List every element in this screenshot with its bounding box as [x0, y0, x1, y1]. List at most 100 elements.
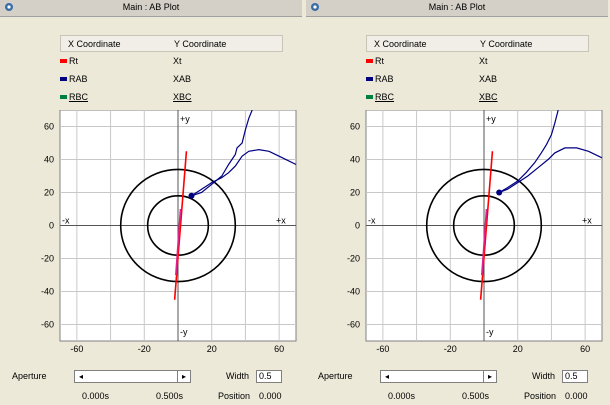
x-tick-label: -60: [376, 344, 389, 354]
y-tick-label: 40: [350, 155, 360, 165]
neg-x-label: -x: [62, 216, 70, 226]
rab-trace: [498, 110, 559, 194]
aperture-slider[interactable]: ◂ ▸: [380, 370, 497, 383]
aperture-label: Aperture: [12, 371, 47, 381]
legend-x-name: Rt: [69, 56, 78, 66]
pos-y-label: +y: [180, 114, 190, 124]
y-tick-label: 60: [350, 122, 360, 132]
x-tick-label: 60: [580, 344, 590, 354]
rbc-trace: [498, 147, 603, 194]
width-label: Width: [532, 371, 556, 381]
time-mid-label: 0.500s: [156, 391, 184, 401]
y-tick-label: 0: [49, 221, 54, 231]
width-label: Width: [226, 371, 250, 381]
width-input[interactable]: 0.5: [562, 370, 588, 383]
title-bar: Main : AB Plot: [0, 0, 302, 17]
position-value: 0.000: [259, 391, 282, 401]
aperture-controls: Aperture ◂ ▸ Width 0.5 0.000s 0.500s Pos…: [0, 366, 302, 405]
rt-trace-overlap: [175, 208, 182, 276]
y-tick-label: -40: [347, 287, 360, 297]
legend-header: X Coordinate Y Coordinate: [60, 35, 283, 52]
legend-row-rbc[interactable]: RBC XBC: [60, 90, 283, 104]
legend-x-name: RBC: [375, 92, 395, 102]
aperture-controls: Aperture ◂ ▸ Width 0.5 0.000s 0.500s Pos…: [306, 366, 608, 405]
legend-x-name: RAB: [375, 74, 394, 84]
legend-x-name: RAB: [69, 74, 88, 84]
y-tick-label: 20: [350, 188, 360, 198]
legend-y-name: XAB: [173, 74, 192, 84]
y-tick-label: -40: [41, 287, 54, 297]
pos-x-label: +x: [276, 216, 286, 226]
rab-trace: [191, 110, 253, 197]
legend-y-name: XBC: [479, 92, 498, 102]
y-tick-label: -60: [41, 320, 54, 330]
y-tick-label: -20: [347, 254, 360, 264]
position-value: 0.000: [565, 391, 588, 401]
slider-right-arrow-icon[interactable]: ▸: [483, 371, 496, 382]
y-tick-label: -20: [41, 254, 54, 264]
neg-x-label: -x: [368, 216, 376, 226]
x-coordinate-header: X Coordinate: [374, 39, 427, 49]
title-bar: Main : AB Plot: [306, 0, 608, 17]
window-title: Main : AB Plot: [428, 2, 486, 12]
y-tick-label: 20: [44, 188, 54, 198]
rt-color-swatch: [60, 59, 67, 63]
rt-trace-overlap: [481, 208, 488, 276]
legend-y-name: XAB: [479, 74, 498, 84]
legend-x-name: Rt: [375, 56, 384, 66]
aperture-slider[interactable]: ◂ ▸: [74, 370, 191, 383]
time-start-label: 0.000s: [388, 391, 416, 401]
slider-left-arrow-icon[interactable]: ◂: [384, 372, 389, 381]
rt-color-swatch: [366, 59, 373, 63]
time-start-label: 0.000s: [82, 391, 110, 401]
x-coordinate-header: X Coordinate: [68, 39, 121, 49]
impedance-circle: [425, 168, 543, 283]
rbc-trace: [191, 148, 297, 197]
legend-row-rt[interactable]: Rt Xt: [60, 54, 283, 68]
xy-plot-area[interactable]: 60 40 20 0 -20 -40 -60 -60 -20 20 60 +y -y +x -x: [0, 110, 302, 366]
neg-y-label: -y: [486, 327, 494, 337]
x-tick-label: 20: [207, 344, 217, 354]
legend-header: X Coordinate Y Coordinate: [366, 35, 589, 52]
rbc-color-swatch: [60, 95, 67, 99]
slider-left-arrow-icon[interactable]: ◂: [78, 372, 83, 381]
y-tick-label: 40: [44, 155, 54, 165]
time-mid-label: 0.500s: [462, 391, 490, 401]
pos-x-label: +x: [582, 216, 592, 226]
width-input[interactable]: 0.5: [256, 370, 282, 383]
slider-right-arrow-icon[interactable]: ▸: [177, 371, 190, 382]
ab-plot-window-right: Main : AB Plot X Coordinate Y Coordinate…: [306, 0, 608, 405]
legend-row-rt[interactable]: Rt Xt: [366, 54, 589, 68]
legend-row-rab[interactable]: RAB XAB: [366, 72, 589, 86]
legend-x-name: RBC: [69, 92, 89, 102]
y-coordinate-header: Y Coordinate: [480, 39, 533, 49]
legend-row-rab[interactable]: RAB XAB: [60, 72, 283, 86]
legend-y-name: Xt: [173, 56, 182, 66]
rbc-color-swatch: [366, 95, 373, 99]
position-label: Position: [524, 391, 557, 401]
ab-plot-window-left: Main : AB Plot X Coordinate Y Coordinate…: [0, 0, 302, 405]
impedance-circle: [119, 168, 237, 283]
plot-window-icon[interactable]: [310, 2, 320, 12]
neg-y-label: -y: [180, 327, 188, 337]
x-tick-label: -20: [138, 344, 151, 354]
plot-window-icon[interactable]: [4, 2, 14, 12]
rab-color-swatch: [60, 77, 67, 81]
legend-table: X Coordinate Y Coordinate Rt Xt RAB XAB …: [366, 35, 589, 107]
window-title: Main : AB Plot: [122, 2, 180, 12]
x-tick-label: -60: [70, 344, 83, 354]
legend-row-rbc[interactable]: RBC XBC: [366, 90, 589, 104]
x-tick-label: 60: [274, 344, 284, 354]
trace-end-marker: [188, 192, 195, 199]
x-tick-label: -20: [444, 344, 457, 354]
legend-table: X Coordinate Y Coordinate Rt Xt RAB XAB …: [60, 35, 283, 107]
x-tick-label: 20: [513, 344, 523, 354]
legend-y-name: Xt: [479, 56, 488, 66]
position-label: Position: [218, 391, 251, 401]
trace-end-marker: [496, 189, 503, 196]
pos-y-label: +y: [486, 114, 496, 124]
xy-plot-area[interactable]: 60 40 20 0 -20 -40 -60 -60 -20 20 60 +y -y +x -x: [306, 110, 608, 366]
y-coordinate-header: Y Coordinate: [174, 39, 227, 49]
y-tick-label: 0: [355, 221, 360, 231]
rab-color-swatch: [366, 77, 373, 81]
